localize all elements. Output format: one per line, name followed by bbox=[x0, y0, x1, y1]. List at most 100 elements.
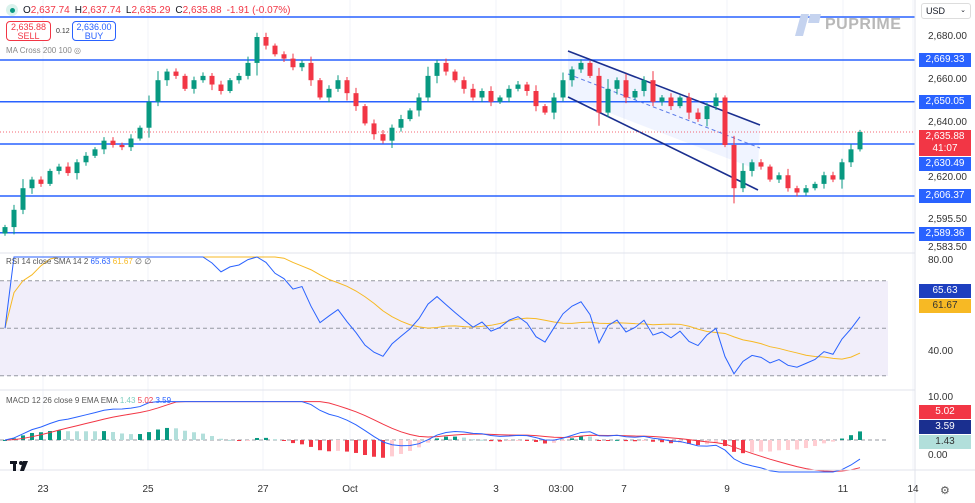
macd-histogram-bar bbox=[183, 430, 187, 440]
rsi-label: RSI 14 close SMA 14 2 bbox=[6, 257, 89, 266]
sell-label: SELL bbox=[17, 31, 40, 41]
macd-histogram-bar bbox=[642, 440, 646, 441]
macd-histogram-bar bbox=[570, 438, 574, 440]
horizontal-levels[interactable] bbox=[0, 59, 915, 234]
ohlc-close: C2,635.88 bbox=[175, 4, 222, 16]
candle-body bbox=[650, 80, 656, 102]
macd-histogram-bar bbox=[93, 431, 97, 440]
buy-button[interactable]: 2,636.00 BUY bbox=[72, 21, 116, 41]
candle-body bbox=[542, 106, 548, 113]
candle-body bbox=[380, 134, 386, 141]
macd-legend[interactable]: MACD 12 26 close 9 EMA EMA 1.43 5.02 3.5… bbox=[6, 396, 171, 405]
macd-histogram-bar bbox=[228, 439, 232, 441]
macd-histogram-bar bbox=[192, 432, 196, 440]
macd-histogram-bar bbox=[453, 436, 457, 440]
candle-body bbox=[488, 91, 494, 102]
macd-histogram-bar bbox=[732, 440, 736, 452]
macd-histogram-bar bbox=[363, 440, 367, 456]
candle-body bbox=[587, 62, 593, 76]
spread: 0.12 bbox=[56, 28, 70, 35]
ma-indicator-legend[interactable]: MA Cross 200 100 ◎ bbox=[6, 46, 81, 55]
macd-histogram-bar bbox=[777, 440, 781, 451]
candle-body bbox=[848, 149, 854, 163]
macd-histogram-bar bbox=[813, 440, 817, 447]
price-tick-label: 2,680.00 bbox=[928, 31, 967, 42]
candle-body bbox=[245, 62, 251, 76]
macd-histogram-bar bbox=[255, 437, 259, 440]
rsi-tick-label: 40.00 bbox=[928, 346, 954, 357]
macd-histogram-bar bbox=[516, 440, 520, 441]
candle-body bbox=[605, 88, 611, 113]
macd-histogram-bar bbox=[399, 440, 403, 454]
candle-body bbox=[371, 123, 377, 135]
candle-body bbox=[137, 127, 143, 139]
rsi-legend[interactable]: RSI 14 close SMA 14 2 65.63 61.67 ∅ ∅ bbox=[6, 257, 151, 266]
macd-histogram-bar bbox=[426, 440, 430, 443]
price-tick-label: 2,620.00 bbox=[928, 172, 967, 184]
macd-histogram-bar bbox=[309, 440, 313, 447]
candle-body bbox=[182, 75, 188, 89]
macd-histogram-bar bbox=[174, 428, 178, 440]
macd-histogram-bar bbox=[354, 440, 358, 453]
macd-histogram-bar bbox=[588, 436, 592, 440]
x-tick-label: 11 bbox=[837, 484, 849, 495]
candle-body bbox=[497, 97, 503, 102]
candle-body bbox=[119, 145, 125, 148]
price-tick-label: 2,595.50 bbox=[928, 213, 967, 225]
candle-body bbox=[362, 106, 368, 124]
candle-body bbox=[227, 80, 233, 91]
macd-histogram-bar bbox=[111, 432, 115, 440]
x-tick-label: 27 bbox=[257, 484, 269, 495]
macd-histogram-bar bbox=[291, 440, 295, 444]
candle-body bbox=[794, 188, 800, 193]
ma-label: MA Cross 200 100 bbox=[6, 46, 72, 55]
candle-body bbox=[281, 54, 287, 59]
candle-body bbox=[740, 170, 746, 189]
macd-histogram-bar bbox=[39, 432, 43, 440]
candle-body bbox=[83, 155, 89, 163]
macd-signal-line bbox=[4, 401, 861, 472]
channel-upper-line[interactable] bbox=[567, 50, 761, 126]
macd-histogram-bar bbox=[273, 439, 277, 441]
macd-histogram-bar bbox=[714, 440, 718, 443]
macd-histogram-bar bbox=[849, 435, 853, 440]
macd-histogram-bar bbox=[480, 439, 484, 441]
currency-select[interactable]: USD ⌄ bbox=[921, 3, 971, 19]
macd-histogram-bar bbox=[534, 440, 538, 442]
candle-body bbox=[263, 37, 269, 46]
macd-histogram-bar bbox=[21, 435, 25, 440]
macd-histogram-bar bbox=[840, 438, 844, 440]
macd-histogram-bar bbox=[318, 440, 322, 451]
macd-histogram-bar bbox=[3, 440, 7, 441]
macd-histogram-bar bbox=[831, 440, 835, 442]
candle-body bbox=[659, 97, 665, 102]
ohlc-high: H2,637.74 bbox=[74, 4, 121, 16]
candle-body bbox=[155, 80, 161, 102]
market-status-icon bbox=[6, 4, 18, 16]
candle-body bbox=[479, 91, 485, 98]
candle-body bbox=[335, 80, 341, 89]
eye-hidden-icon[interactable]: ◎ bbox=[74, 46, 82, 55]
level-price-badge: 2,650.05 bbox=[919, 94, 971, 109]
macd-histogram-bar bbox=[156, 429, 160, 440]
candle-body bbox=[425, 75, 431, 98]
rsi-extra: ∅ ∅ bbox=[135, 257, 152, 266]
macd-histogram-bar bbox=[66, 431, 70, 440]
macd-histogram-bar bbox=[606, 440, 610, 441]
macd-histogram-bar bbox=[390, 440, 394, 457]
candle-body bbox=[632, 91, 638, 98]
settings-icon[interactable]: ⚙ bbox=[940, 485, 950, 497]
sell-button[interactable]: 2,635.88 SELL bbox=[6, 21, 51, 41]
candle-body bbox=[2, 227, 8, 234]
candle-body bbox=[353, 93, 359, 107]
candle-body bbox=[578, 62, 584, 70]
macd-histogram-bar bbox=[201, 433, 205, 440]
macd-histogram-bar bbox=[543, 440, 547, 444]
candle-body bbox=[461, 80, 467, 89]
macd-histogram-bar bbox=[237, 440, 241, 441]
macd-histogram-bar bbox=[804, 440, 808, 449]
candle-body bbox=[110, 140, 116, 145]
macd-histogram-bar bbox=[264, 437, 268, 440]
x-tick-label: 9 bbox=[724, 484, 730, 495]
